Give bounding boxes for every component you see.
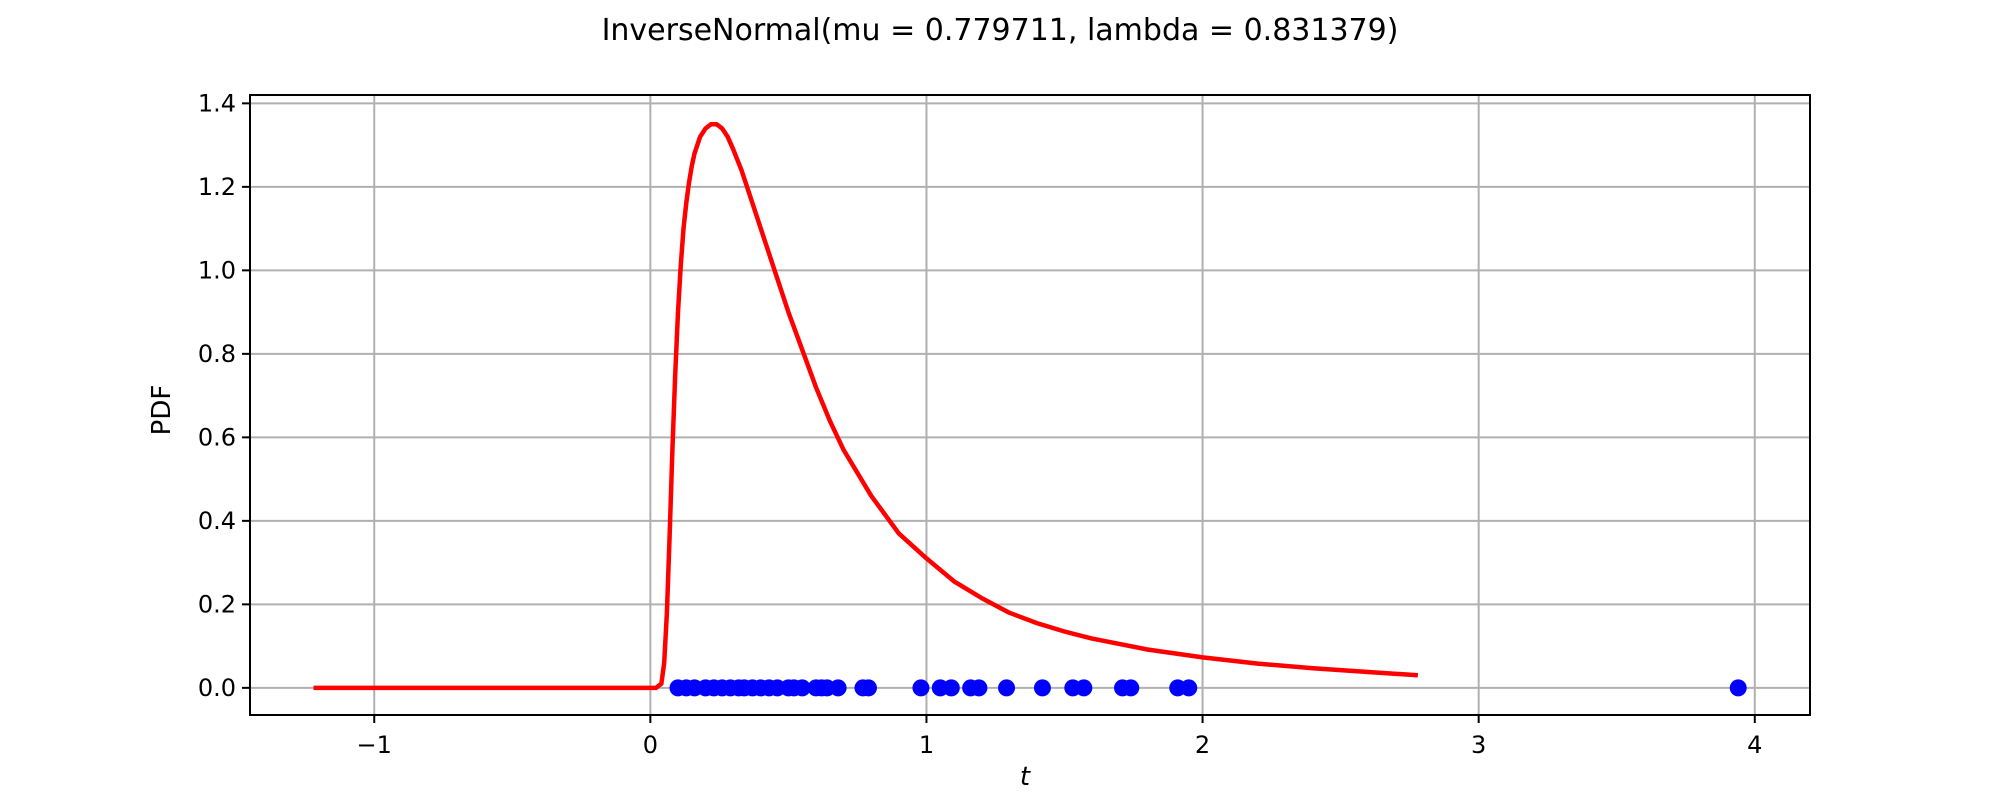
y-tick-label: 1.4 <box>198 89 236 117</box>
sample-point <box>1180 679 1198 697</box>
y-tick-label: 1.2 <box>198 173 236 201</box>
sample-point <box>970 679 988 697</box>
x-tick-label: 3 <box>1471 731 1486 759</box>
plot-frame <box>249 94 1811 716</box>
sample-point <box>912 679 930 697</box>
axes-layer: −1 0 1 2 3 4 0.0 0.2 0.4 0.6 0.8 1.0 1.2 1.4 <box>198 89 1811 759</box>
sample-point <box>1729 679 1747 697</box>
x-tick-label: 4 <box>1747 731 1762 759</box>
y-tick-label: 0.8 <box>198 340 236 368</box>
sample-point <box>1122 679 1140 697</box>
y-axis-label: PDF <box>147 385 177 436</box>
pdf-curve-line <box>313 121 1419 691</box>
sample-point <box>942 679 960 697</box>
y-tick-label: 0.0 <box>198 674 236 702</box>
sample-point <box>1075 679 1093 697</box>
y-tick-label: 0.4 <box>198 507 236 535</box>
x-axis-label: t <box>1020 762 1031 792</box>
chart-title: InverseNormal(mu = 0.779711, lambda = 0.… <box>602 13 1399 48</box>
y-tick-label: 1.0 <box>198 256 236 284</box>
x-tick-label: 1 <box>919 731 934 759</box>
y-tick-label: 0.6 <box>198 423 236 451</box>
series-layer <box>313 121 1747 697</box>
sample-point <box>793 679 811 697</box>
x-tick-label: −1 <box>357 731 392 759</box>
x-tick-label: 0 <box>643 731 658 759</box>
grid-lines <box>250 95 1810 715</box>
sample-point <box>998 679 1016 697</box>
sample-point <box>829 679 847 697</box>
x-tick-label: 2 <box>1195 731 1210 759</box>
sample-point <box>1033 679 1051 697</box>
sample-point <box>859 679 877 697</box>
y-tick-label: 0.2 <box>198 590 236 618</box>
